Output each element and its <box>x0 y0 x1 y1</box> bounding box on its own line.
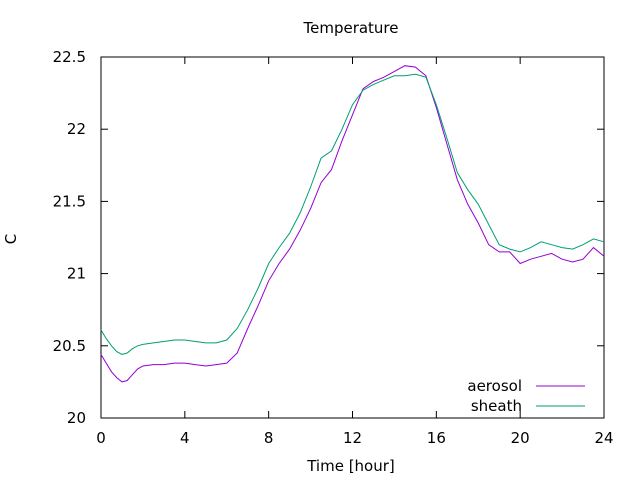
y-tick-label: 20 <box>67 409 86 427</box>
x-tick-label: 20 <box>511 429 530 447</box>
legend-label-aerosol: aerosol <box>467 377 522 395</box>
y-tick-label: 21 <box>67 265 86 283</box>
y-tick-label: 22 <box>67 120 86 138</box>
series-line-aerosol <box>100 65 605 383</box>
plot-area <box>100 56 605 419</box>
x-tick-label: 12 <box>343 429 362 447</box>
plot-border <box>100 56 605 419</box>
series-line-sheath <box>100 73 605 356</box>
chart-title: Temperature <box>302 19 398 37</box>
x-tick-label: 4 <box>180 429 190 447</box>
legend: aerosol sheath <box>467 377 585 415</box>
x-tick-label: 16 <box>427 429 446 447</box>
series-layer <box>100 65 605 383</box>
x-tick-label: 8 <box>264 429 274 447</box>
y-tick-label: 20.5 <box>53 337 86 355</box>
axis-ticks: 0 4 8 12 16 20 24 20 20.5 21 21.5 22 22.5 <box>53 48 614 447</box>
legend-label-sheath: sheath <box>471 397 522 415</box>
x-tick-label: 24 <box>594 429 613 447</box>
y-axis-label: C <box>2 234 20 244</box>
x-axis-label: Time [hour] <box>306 457 395 475</box>
y-tick-label: 22.5 <box>53 48 86 66</box>
y-tick-label: 21.5 <box>53 192 86 210</box>
x-tick-label: 0 <box>96 429 106 447</box>
